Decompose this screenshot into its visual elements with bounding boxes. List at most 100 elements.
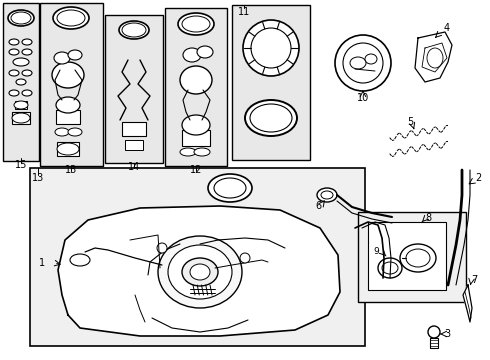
Ellipse shape — [194, 148, 210, 156]
Polygon shape — [412, 131, 413, 148]
Ellipse shape — [14, 101, 28, 109]
Text: 6: 6 — [315, 201, 321, 211]
Ellipse shape — [317, 188, 337, 202]
Ellipse shape — [9, 90, 19, 96]
Polygon shape — [463, 285, 472, 322]
Polygon shape — [441, 131, 442, 148]
Bar — [125, 140, 143, 150]
Bar — [182, 130, 210, 146]
Ellipse shape — [68, 50, 82, 60]
Ellipse shape — [428, 326, 440, 338]
Text: 11: 11 — [238, 7, 250, 17]
Text: 15: 15 — [15, 160, 27, 170]
Ellipse shape — [350, 57, 366, 69]
Polygon shape — [415, 32, 452, 82]
Ellipse shape — [406, 249, 430, 267]
Ellipse shape — [250, 104, 292, 132]
Ellipse shape — [243, 20, 299, 76]
Text: 3: 3 — [444, 329, 450, 339]
Bar — [165, 8, 227, 166]
Polygon shape — [395, 136, 396, 155]
Polygon shape — [439, 131, 440, 148]
Text: 4: 4 — [444, 23, 450, 33]
Text: 9: 9 — [373, 248, 379, 256]
Polygon shape — [400, 133, 401, 150]
Ellipse shape — [321, 191, 333, 199]
Ellipse shape — [57, 143, 79, 155]
Ellipse shape — [9, 70, 19, 76]
Text: 8: 8 — [425, 213, 431, 223]
Polygon shape — [392, 140, 393, 156]
Polygon shape — [415, 134, 416, 151]
Ellipse shape — [180, 66, 212, 94]
Polygon shape — [58, 206, 340, 336]
Bar — [430, 338, 438, 348]
Polygon shape — [390, 138, 391, 156]
Ellipse shape — [245, 100, 297, 136]
Polygon shape — [402, 136, 403, 153]
Ellipse shape — [365, 54, 377, 64]
Ellipse shape — [55, 128, 69, 136]
Polygon shape — [405, 138, 406, 154]
Ellipse shape — [16, 79, 26, 85]
Bar — [30, 168, 365, 346]
Polygon shape — [444, 127, 445, 145]
Bar — [232, 5, 310, 160]
Text: 14: 14 — [128, 162, 140, 172]
Bar — [15, 101, 27, 109]
Text: 13: 13 — [65, 165, 77, 175]
Polygon shape — [427, 132, 428, 149]
Polygon shape — [424, 129, 425, 147]
Ellipse shape — [122, 23, 146, 37]
Ellipse shape — [9, 39, 19, 45]
Ellipse shape — [22, 49, 32, 55]
Ellipse shape — [182, 258, 218, 286]
Bar — [40, 3, 103, 166]
Polygon shape — [429, 133, 430, 150]
Polygon shape — [419, 131, 420, 149]
Ellipse shape — [68, 128, 82, 136]
Ellipse shape — [168, 245, 232, 299]
Text: 2: 2 — [475, 173, 481, 183]
Polygon shape — [422, 129, 423, 145]
Ellipse shape — [53, 7, 89, 29]
Text: 13: 13 — [32, 173, 44, 183]
Ellipse shape — [22, 39, 32, 45]
Ellipse shape — [22, 70, 32, 76]
Bar — [12, 112, 30, 124]
Polygon shape — [397, 133, 398, 150]
Text: 5: 5 — [407, 117, 413, 127]
Bar — [368, 222, 446, 290]
Ellipse shape — [54, 52, 70, 64]
Polygon shape — [437, 128, 438, 145]
Text: 7: 7 — [471, 275, 477, 285]
Bar — [105, 15, 163, 163]
Ellipse shape — [400, 244, 436, 272]
Ellipse shape — [119, 21, 149, 39]
Ellipse shape — [12, 113, 30, 123]
Polygon shape — [432, 129, 433, 147]
Ellipse shape — [378, 258, 402, 278]
Ellipse shape — [208, 174, 252, 202]
Ellipse shape — [343, 43, 383, 83]
Bar — [122, 122, 146, 136]
Ellipse shape — [8, 10, 34, 26]
Ellipse shape — [52, 62, 84, 88]
Ellipse shape — [57, 10, 85, 26]
Ellipse shape — [214, 178, 246, 198]
Ellipse shape — [190, 264, 210, 280]
Polygon shape — [434, 127, 435, 144]
Ellipse shape — [335, 35, 391, 91]
Polygon shape — [407, 134, 408, 152]
Ellipse shape — [182, 115, 210, 135]
Text: 1: 1 — [39, 258, 45, 268]
Text: 10: 10 — [357, 93, 369, 103]
Bar — [358, 212, 466, 302]
Ellipse shape — [70, 254, 90, 266]
Polygon shape — [410, 131, 411, 148]
Ellipse shape — [180, 148, 196, 156]
Ellipse shape — [251, 28, 291, 68]
Ellipse shape — [56, 97, 80, 113]
Ellipse shape — [197, 46, 213, 58]
Ellipse shape — [157, 243, 167, 253]
